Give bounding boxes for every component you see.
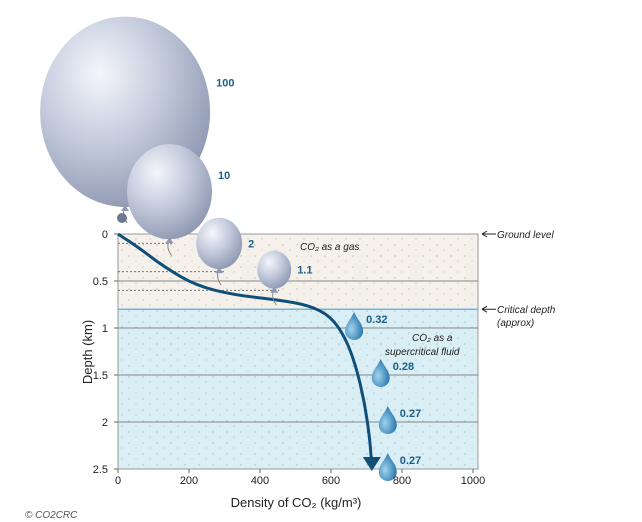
balloon-icon: [126, 144, 212, 240]
balloon-knot: [165, 237, 174, 244]
x-tick-label: 0: [115, 475, 121, 487]
supercritical-label-1: CO₂ as a: [412, 333, 453, 344]
balloon-volume-label: 100: [216, 77, 234, 89]
droplet-volume-label: 0.27: [400, 408, 421, 420]
balloon-icon: [257, 250, 292, 289]
droplet-volume-label: 0.28: [393, 361, 414, 373]
y-tick-label: 2: [102, 417, 108, 429]
x-tick-label: 400: [251, 475, 269, 487]
y-tick-label: 2.5: [93, 464, 108, 476]
density-curve: [117, 232, 374, 462]
y-tick-label: 0.5: [93, 276, 108, 288]
droplet-icon: [378, 406, 397, 434]
balloon-knot: [270, 286, 279, 293]
balloon-volume-label: 1.1: [297, 265, 312, 277]
supercritical-label-2: supercritical fluid: [385, 347, 460, 358]
plot-border: [117, 233, 479, 470]
balloon-volume-label: 10: [218, 170, 230, 182]
y-tick-label: 1.5: [93, 370, 108, 382]
balloon-knot: [215, 267, 224, 274]
curve-arrowhead-icon: [362, 457, 381, 471]
critical-depth-label: Critical depth: [497, 305, 556, 316]
region-texture-supercritical: [118, 309, 478, 469]
critical-depth-arrow-icon: [481, 305, 496, 313]
droplet-icon: [378, 453, 397, 482]
valve-icon: [117, 213, 127, 223]
droplet-icon: [371, 359, 390, 387]
droplet-volume-label: 0.32: [366, 314, 387, 326]
ground-level-label: Ground level: [497, 230, 554, 241]
x-axis-title: Density of CO₂ (kg/m³): [231, 495, 362, 510]
balloon-volume-label: 2: [248, 238, 254, 250]
critical-depth-approx-label: (approx): [497, 318, 534, 329]
x-tick-label: 200: [180, 475, 198, 487]
x-tick-label: 800: [393, 475, 411, 487]
balloon-icon: [196, 217, 243, 270]
copyright-credit: © CO2CRC: [25, 510, 78, 521]
y-axis-title: Depth (km): [80, 320, 95, 384]
y-tick-label: 0: [102, 229, 108, 241]
gas-region-label: CO₂ as a gas: [300, 242, 359, 253]
ground-level-arrow-icon: [481, 230, 496, 238]
droplet-volume-label: 0.27: [400, 455, 421, 467]
balloon-knot: [121, 205, 130, 211]
droplet-icon: [345, 312, 364, 340]
y-tick-label: 1: [102, 323, 108, 335]
x-tick-label: 1000: [461, 475, 485, 487]
x-tick-label: 600: [322, 475, 340, 487]
